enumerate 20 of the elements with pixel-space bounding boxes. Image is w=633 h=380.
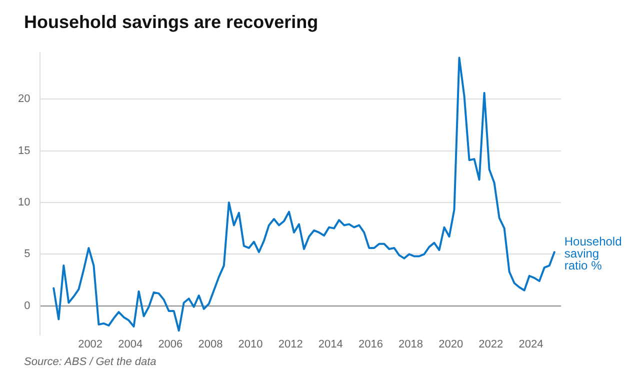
y-tick-label: 10 xyxy=(18,196,30,209)
x-tick-label: 2022 xyxy=(478,338,504,350)
x-tick-label: 2004 xyxy=(118,338,143,350)
x-tick-label: 2020 xyxy=(438,338,464,350)
source-note: Source: ABS / Get the data xyxy=(24,356,156,368)
y-tick-label: 5 xyxy=(24,248,30,260)
y-tick-label: 20 xyxy=(18,93,30,106)
series-label: Household saving ratio % xyxy=(564,234,622,272)
x-tick-label: 2012 xyxy=(278,338,303,350)
x-tick-label: 2014 xyxy=(318,338,343,350)
x-tick-label: 2010 xyxy=(238,338,263,350)
chart-title: Household savings are recovering xyxy=(24,12,318,33)
x-tick-label: 2018 xyxy=(398,338,424,350)
x-tick-label: 2024 xyxy=(518,338,544,350)
x-tick-label: 2002 xyxy=(78,338,103,350)
x-tick-label: 2016 xyxy=(358,338,383,350)
x-tick-label: 2008 xyxy=(198,338,223,350)
y-tick-label: 15 xyxy=(18,144,30,157)
y-tick-label: 0 xyxy=(24,300,30,312)
x-tick-label: 2006 xyxy=(158,338,183,350)
